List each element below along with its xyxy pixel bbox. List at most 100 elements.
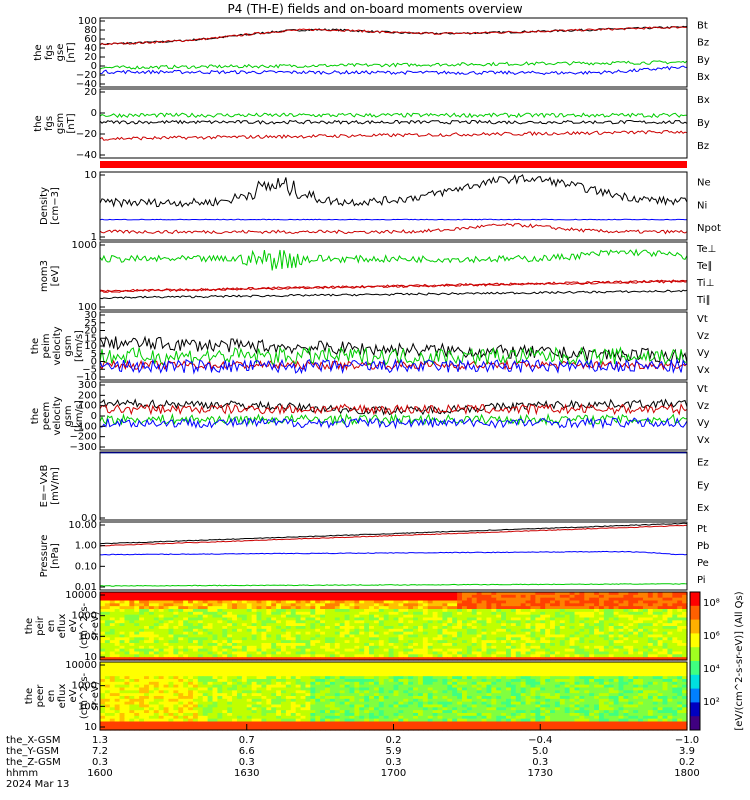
spec-cell [163, 673, 170, 677]
legend-temp: Ti∥ [696, 295, 711, 306]
spec-cell [163, 640, 170, 644]
spec-cell [197, 654, 204, 658]
spec-cell [109, 609, 116, 613]
spec-cell [114, 679, 121, 683]
spec-cell [603, 617, 610, 621]
spec-cell [354, 679, 360, 683]
spec-cell [168, 623, 174, 627]
spec-cell [638, 643, 644, 647]
spec-cell [520, 643, 527, 647]
spec-cell [608, 696, 615, 700]
spec-cell [535, 609, 541, 613]
spec-cell [202, 597, 209, 602]
spec-cell [403, 679, 409, 683]
spec-cell [364, 693, 370, 697]
spec-cell [437, 631, 444, 636]
spec-cell [408, 597, 414, 602]
spec-cell [339, 620, 346, 624]
spec-cell [163, 701, 170, 706]
spec-cell [349, 684, 355, 689]
spec-cell [178, 597, 184, 602]
spec-cell [148, 657, 155, 661]
figure-title: P4 (TH-E) fields and on-board moments ov… [227, 2, 523, 16]
spec-cell [579, 673, 585, 677]
spec-cell [310, 676, 316, 680]
spec-cell [100, 664, 106, 669]
spec-cell [271, 623, 277, 627]
spec-cell [466, 611, 473, 616]
spec-cell [310, 617, 316, 621]
legend-efield: Ey [697, 480, 709, 491]
spec-cell [471, 662, 478, 666]
spec-cell [119, 609, 126, 613]
spec-cell [682, 693, 688, 697]
spec-cell [325, 676, 331, 680]
spec-cell [388, 684, 395, 689]
spec-cell [408, 643, 414, 647]
spec-cell [594, 654, 600, 658]
spec-cell [432, 626, 439, 630]
spec-cell [545, 648, 551, 653]
spec-cell [104, 614, 111, 619]
spec-cell [672, 628, 678, 633]
spec-cell [413, 614, 419, 619]
spec-cell [315, 648, 321, 653]
spec-cell [310, 673, 316, 677]
spec-cell [628, 670, 634, 674]
ylabel-line: peim [41, 333, 52, 358]
spec-cell [667, 654, 673, 658]
spec-cell [144, 634, 150, 638]
spec-cell [129, 592, 135, 596]
spec-cell [461, 693, 468, 697]
spec-cell [359, 676, 365, 680]
spec-cell [574, 662, 580, 666]
spec-cell [457, 626, 463, 630]
spec-cell [192, 681, 199, 686]
spec-cell [183, 600, 189, 604]
spec-cell [153, 679, 160, 683]
spec-cell [241, 667, 248, 672]
spec-cell [197, 592, 204, 596]
spec-cell [569, 679, 576, 683]
spec-cell [378, 597, 385, 602]
spec-cell [623, 696, 629, 700]
spec-cell [329, 704, 336, 708]
spec-cell [280, 648, 287, 653]
spec-cell [633, 645, 639, 650]
spec-cell [104, 657, 111, 661]
spec-cell [354, 620, 360, 624]
spec-cell [212, 611, 218, 616]
spec-cell [672, 681, 678, 686]
spec-cell [545, 606, 551, 610]
spec-cell [579, 614, 585, 619]
spec-cell [354, 662, 360, 666]
spec-cell [667, 679, 673, 683]
spec-cell [652, 640, 659, 644]
spec-cell [369, 620, 375, 624]
spec-cell [261, 651, 267, 655]
spec-cell [530, 628, 536, 633]
spec-cell [202, 620, 209, 624]
spec-cell [364, 698, 370, 703]
spec-cell [339, 637, 346, 641]
spec-cell [501, 698, 507, 703]
spec-cell [256, 696, 263, 700]
spec-cell [173, 634, 179, 638]
spec-cell [178, 648, 184, 653]
spec-cell [652, 617, 659, 621]
spec-cell [227, 637, 233, 641]
spec-cell [202, 626, 209, 630]
spec-cell [623, 643, 629, 647]
ylabel-line: the [33, 115, 44, 131]
spec-cell [349, 611, 355, 616]
spec-cell [364, 701, 370, 706]
spec-cell [667, 623, 673, 627]
spec-cell [432, 617, 439, 621]
spec-cell [603, 645, 610, 650]
spec-cell [530, 603, 536, 607]
spec-cell [540, 626, 546, 630]
spec-cell [564, 592, 571, 596]
spec-cell [266, 657, 272, 661]
spec-cell [447, 620, 453, 624]
spec-cell [608, 687, 615, 691]
